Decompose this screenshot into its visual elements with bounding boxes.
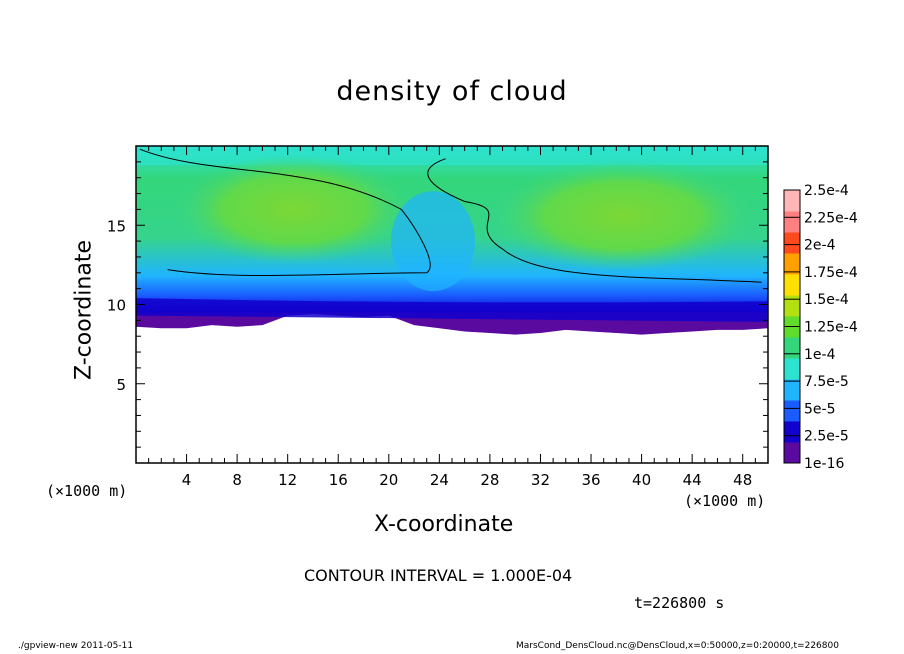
x-tick-label: 20 [379, 471, 398, 489]
colorbar-label: 1e-16 [804, 456, 844, 472]
colorbar-label: 1.25e-4 [804, 320, 858, 336]
y-tick-label: 15 [107, 217, 126, 235]
x-tick-label: 12 [278, 471, 297, 489]
colorbar-cell [784, 421, 800, 443]
colorbar-label: 5e-5 [804, 401, 835, 417]
colorbar-cell [784, 337, 800, 359]
x-tick-label: 44 [683, 471, 702, 489]
colorbar-cell [784, 232, 800, 254]
x-tick-label: 36 [581, 471, 600, 489]
colorbar-cell [784, 211, 800, 233]
contour-interval-note: CONTOUR INTERVAL = 1.000E-04 [304, 566, 573, 585]
x-tick-label: 48 [733, 471, 752, 489]
x-axis-unit: (×1000 m) [684, 492, 766, 510]
colorbar-cell [784, 274, 800, 296]
footer-program-info: ./gpview-new 2011-05-11 [18, 641, 134, 651]
time-label: t=226800 s [634, 594, 725, 612]
x-tick-label: 16 [329, 471, 348, 489]
colorbar-label: 1.75e-4 [804, 265, 858, 281]
y-axis-unit: (×1000 m) [46, 482, 128, 500]
colorbar-cell [784, 400, 800, 422]
colorbar-label: 1.5e-4 [804, 292, 849, 308]
density-field [136, 146, 768, 335]
y-tick-label: 10 [107, 297, 126, 315]
y-axis-label: Z-coordinate [71, 240, 97, 380]
x-tick-label: 32 [531, 471, 550, 489]
colorbar-label: 7.5e-5 [804, 374, 849, 390]
colorbar-cell [784, 442, 800, 464]
colorbar-cell [784, 379, 800, 401]
colorbar-cell [784, 295, 800, 317]
colorbar-label: 2e-4 [804, 238, 836, 254]
colorbar-cell [784, 253, 800, 275]
contour-line-right [427, 158, 762, 283]
x-tick-label: 8 [232, 471, 242, 489]
cloud-gap [391, 191, 476, 292]
contour-line-left [139, 148, 431, 277]
colorbar-label: 1e-4 [804, 347, 836, 363]
colorbar-label: 2.25e-4 [804, 210, 858, 226]
chart-title: density of cloud [336, 76, 568, 107]
cloud-dense-band [136, 298, 768, 322]
colorbar-cell [784, 190, 800, 212]
x-tick-label: 4 [182, 471, 192, 489]
colorbar-cell [784, 358, 800, 380]
y-tick-label: 5 [116, 376, 126, 394]
footer-file-info: MarsCond_DensCloud.nc@DensCloud,x=0:5000… [516, 641, 839, 651]
colorbar: 1e-16 2.5e-5 5e-5 7.5e-5 1e-4 1.25e-4 1.5e-4 1.… [783, 183, 858, 472]
x-tick-label: 24 [430, 471, 449, 489]
colorbar-label: 2.5e-5 [804, 429, 849, 445]
x-tick-label: 28 [480, 471, 499, 489]
x-axis-label: X-coordinate [374, 512, 514, 537]
cloud-lump-left [174, 154, 414, 265]
cloud-lump-right [492, 160, 753, 271]
x-tick-label: 40 [632, 471, 651, 489]
colorbar-label: 2.5e-4 [804, 183, 849, 199]
